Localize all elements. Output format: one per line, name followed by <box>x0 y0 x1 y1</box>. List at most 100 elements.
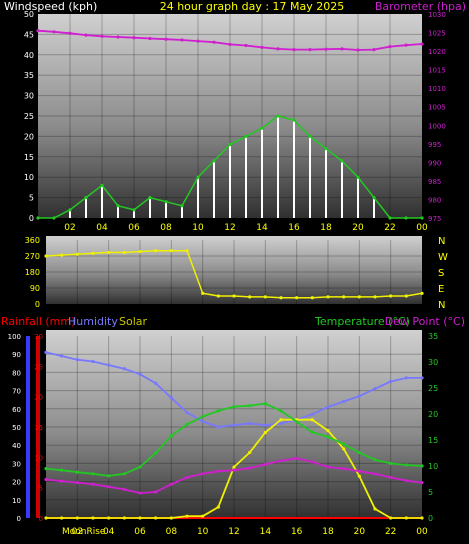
time-tick-label: 14 <box>256 223 268 233</box>
humidity-point <box>373 387 377 391</box>
direction-point <box>310 296 314 300</box>
windspeed-tick-label: 25 <box>24 112 34 121</box>
time-tick-label: 12 <box>228 527 239 537</box>
humidity-point <box>122 367 126 371</box>
barometer-tick-label: 1020 <box>428 48 446 56</box>
humidity-point <box>138 372 142 376</box>
temperature-point <box>279 409 283 413</box>
windspeed-point <box>100 183 104 187</box>
compass-label: N <box>438 236 445 247</box>
temperature-point <box>107 474 111 478</box>
barometer-tick-label: 1015 <box>428 67 446 75</box>
solar-point <box>60 516 64 520</box>
temperature-point <box>310 430 314 434</box>
temperature-tick-label: 25 <box>428 384 438 393</box>
barometer-axis: 975 980 985 990 995 1000 1005 1010 1015 1020 1025 1… <box>428 11 446 223</box>
direction-axis: 0 90 180 270 360 <box>25 236 40 309</box>
windspeed-tick-label: 5 <box>29 194 34 203</box>
barometer-axis-title: Barometer (hpa) <box>375 0 466 13</box>
time-tick-label: 08 <box>160 223 172 233</box>
barometer-tick-label: 1000 <box>428 122 446 130</box>
moonrise-label: MoonRise <box>62 527 106 537</box>
humidity-point <box>75 358 79 362</box>
rain-tick-label: 10 <box>34 454 43 462</box>
temperature-point <box>420 464 424 468</box>
rain-tick-label: 0 <box>39 515 43 523</box>
time-tick-label: 20 <box>354 527 366 537</box>
direction-point <box>389 294 393 298</box>
humidity-point <box>389 379 393 384</box>
time-tick-label: 16 <box>291 527 303 537</box>
solar-point <box>263 430 267 435</box>
temperature-point <box>91 472 95 476</box>
barometer-point <box>356 48 360 52</box>
solar-point <box>326 429 330 433</box>
humidity-point <box>263 423 267 427</box>
humidity-point <box>404 376 408 380</box>
direction-point <box>91 251 95 255</box>
rain-tick-label: 5 <box>39 485 43 493</box>
solar-point <box>373 507 377 511</box>
direction-point <box>216 294 220 298</box>
temperature-point <box>185 422 189 426</box>
direction-point <box>138 249 142 254</box>
direction-point <box>357 295 361 299</box>
temperature-point <box>122 472 126 476</box>
solar-point <box>248 450 252 455</box>
dewpoint-point <box>326 465 330 469</box>
barometer-point <box>116 35 120 39</box>
humidity-point <box>185 410 189 415</box>
humidity-point <box>420 376 424 380</box>
humidity-point <box>201 419 205 424</box>
windspeed-tick-label: 50 <box>24 10 34 19</box>
panel2-grid <box>46 240 422 304</box>
humidity-point <box>91 359 95 364</box>
windspeed-point <box>340 159 344 163</box>
windspeed-point <box>372 196 376 200</box>
time-tick-label: 02 <box>72 527 83 537</box>
windspeed-point <box>324 147 328 151</box>
direction-point <box>326 295 330 299</box>
time-tick-label: 10 <box>197 527 209 537</box>
dewpoint-point <box>201 472 205 476</box>
temperature-point <box>326 435 330 439</box>
dewpoint-point <box>232 468 236 472</box>
temperature-tick-label: 5 <box>428 488 433 497</box>
direction-point <box>263 295 267 299</box>
temperature-point <box>138 465 142 469</box>
humidity-tick-label: 10 <box>12 497 21 505</box>
dewpoint-point <box>138 491 142 495</box>
dewpoint-point <box>44 477 48 482</box>
temperature-tick-label: 30 <box>428 358 438 367</box>
windspeed-tick-label: 40 <box>24 51 34 60</box>
barometer-point <box>340 47 344 51</box>
direction-point <box>232 294 236 298</box>
legend-solar: Solar <box>119 315 148 328</box>
dewpoint-point <box>248 466 252 470</box>
humidity-point <box>279 421 283 425</box>
dewpoint-point <box>420 481 424 485</box>
barometer-point <box>52 30 56 34</box>
solar-point <box>404 516 408 520</box>
time-tick-label: 20 <box>352 223 364 233</box>
solar-point <box>44 516 48 520</box>
barometer-tick-label: 995 <box>428 141 441 149</box>
time-tick-label: 14 <box>260 527 272 537</box>
humidity-tick-label: 0 <box>17 515 21 523</box>
legend-dewpoint: Dew Point (°C) <box>385 315 465 328</box>
solar-point <box>420 516 424 520</box>
compass-label: S <box>438 268 444 279</box>
dewpoint-point <box>404 478 408 483</box>
solar-point <box>201 514 205 518</box>
humidity-point <box>232 423 236 427</box>
time-tick-label: 00 <box>416 223 428 233</box>
humidity-tick-label: 20 <box>12 479 21 487</box>
legend-rainfall: Rainfall (mm) <box>1 315 75 328</box>
dewpoint-point <box>389 475 393 480</box>
dewpoint-point <box>60 479 64 483</box>
dewpoint-point <box>154 490 158 494</box>
solar-point <box>342 447 346 451</box>
solar-point <box>138 516 142 520</box>
compass-label: E <box>438 284 444 295</box>
direction-tick-label: 180 <box>25 268 40 277</box>
